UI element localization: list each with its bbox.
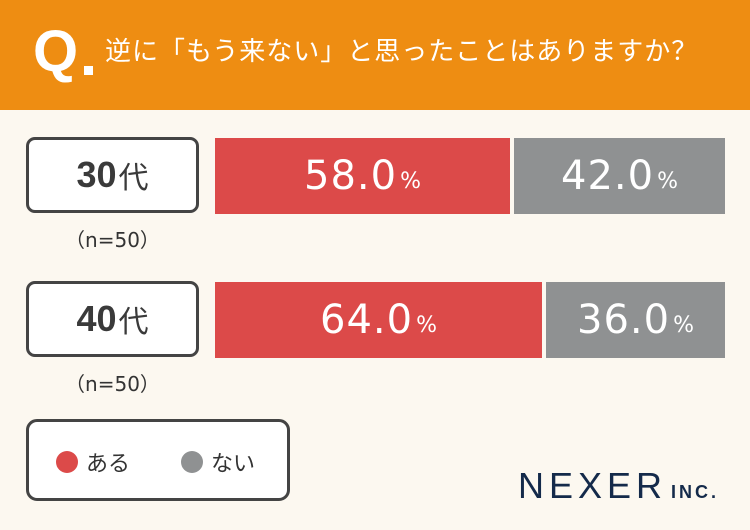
row-label-number: 40 (76, 298, 117, 339)
logo-name: NEXER (518, 465, 668, 506)
question-title: 逆に「もう来ない」と思ったことはありますか？ (105, 37, 699, 67)
row-label-number: 30 (76, 154, 117, 195)
logo-suffix: INC. (671, 482, 720, 502)
bar-no-30s: 42.0% (514, 138, 725, 214)
question-header: Q 逆に「もう来ない」と思ったことはありますか？ (0, 0, 750, 110)
bar-yes-40s: 64.0% (215, 282, 542, 358)
q-mark: Q (33, 19, 79, 84)
q-dot (84, 66, 93, 75)
red-dot-icon (56, 451, 78, 473)
bar-value: 42.0 (561, 153, 655, 199)
percent-sign: % (400, 168, 421, 194)
percent-sign: % (416, 312, 437, 338)
legend-label: ある (86, 452, 131, 477)
percent-sign: % (657, 168, 678, 194)
bar-no-40s: 36.0% (546, 282, 725, 358)
row-label-suffix: 代 (118, 161, 149, 196)
sample-size-label: （n=50） (65, 372, 160, 396)
row-label-30s: 30 代 (26, 137, 199, 213)
bar-yes-30s: 58.0% (215, 138, 510, 214)
bar-value: 58.0 (304, 153, 398, 199)
bar-value: 36.0 (577, 297, 671, 343)
legend: ある ない (26, 419, 290, 501)
sample-size-label: （n=50） (65, 228, 160, 252)
legend-item-yes: ある (56, 446, 130, 478)
legend-item-no: ない (181, 446, 255, 478)
bar-value: 64.0 (320, 297, 414, 343)
row-label-suffix: 代 (118, 305, 149, 340)
gray-dot-icon (181, 451, 203, 473)
legend-label: ない (211, 452, 256, 477)
nexer-logo: NEXER INC. (518, 468, 719, 510)
row-label-40s: 40 代 (26, 281, 199, 357)
percent-sign: % (673, 312, 694, 338)
